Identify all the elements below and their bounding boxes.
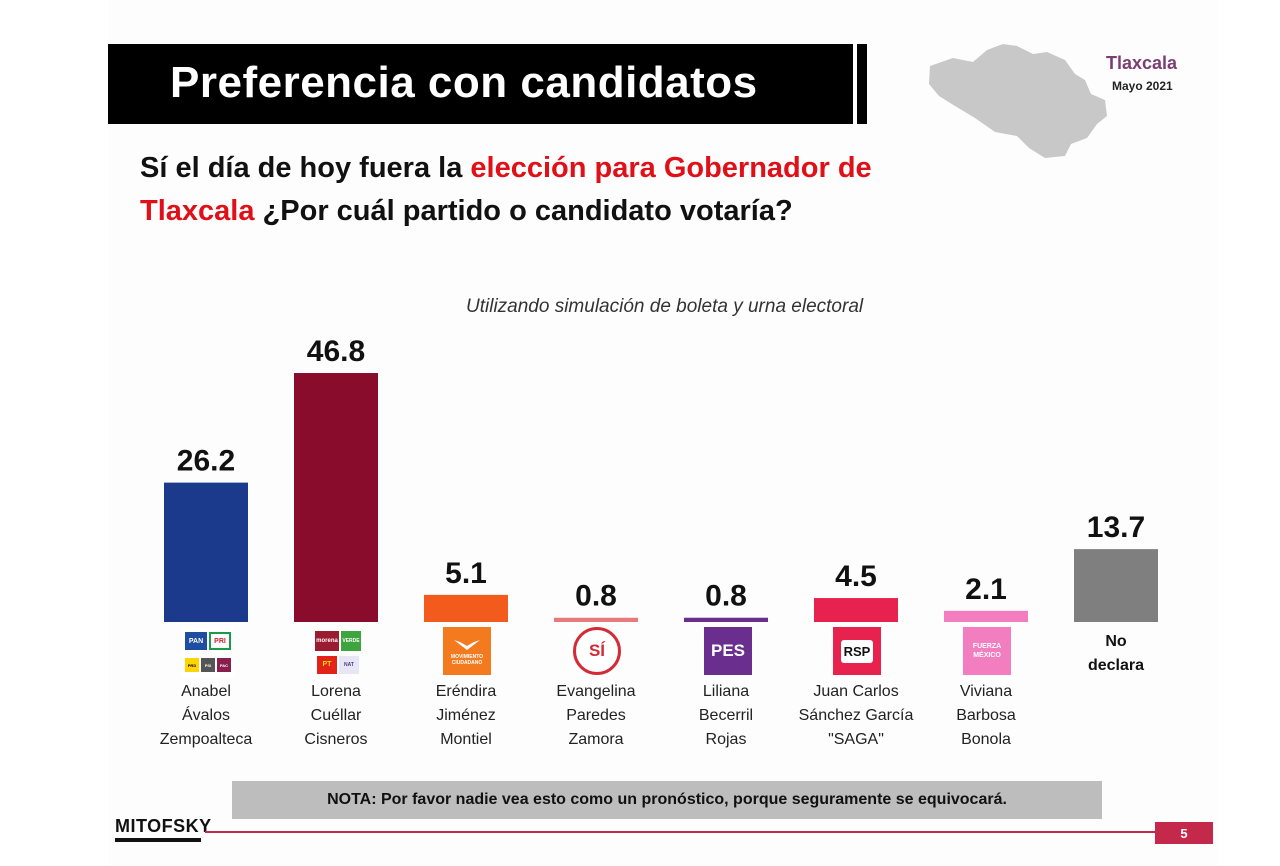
candidate-name-line: Jiménez [436, 707, 496, 724]
candidate-name-line: Cuéllar [310, 707, 362, 724]
eagle-icon [454, 640, 480, 650]
candidate-name-line: Eréndira [435, 683, 497, 700]
date-label: Mayo 2021 [1112, 79, 1173, 93]
candidate-name-7: Viviana Barbosa Bonola [911, 680, 1061, 752]
page-number: 5 [1155, 822, 1213, 844]
title-bar [108, 44, 853, 124]
psi-label: SÍ [588, 641, 606, 660]
pan-icon: PAN [185, 632, 207, 650]
mitofsky-logo-underline [115, 838, 201, 842]
pes-label: PES [710, 641, 746, 660]
bar-2 [294, 373, 378, 622]
candidate-name-line: Ávalos [181, 707, 231, 724]
fxm-label-1: FUERZA [972, 643, 1002, 650]
candidate-name-3: Eréndira Jiménez Montiel [391, 680, 541, 752]
bar-8 [1074, 549, 1158, 622]
candidate-name-line: Evangelina [556, 683, 636, 700]
page-title: Preferencia con candidatos [170, 58, 758, 107]
psi-icon: PSI [201, 658, 215, 672]
state-label: Tlaxcala [1106, 53, 1178, 73]
no-declara-label: No declara [1056, 630, 1176, 678]
psi-logo: SÍ [573, 627, 621, 675]
candidate-name-line: Bonola [961, 731, 1011, 748]
candidate-name-line: Anabel [181, 683, 231, 700]
bar-5 [684, 617, 768, 622]
rsp-logo: RSP [833, 627, 881, 675]
question-part-2: ¿Por cuál partido o candidato votaría? [254, 195, 793, 227]
rsp-label: RSP [840, 639, 874, 663]
bar-1 [164, 482, 248, 622]
candidate-name-line: Becerril [698, 707, 754, 724]
candidate-name-line: Juan Carlos [813, 683, 899, 700]
bar-3 [424, 594, 508, 622]
mc-label: MOVIMIENTO CIUDADANO [450, 654, 484, 666]
title-bar-edge [857, 44, 867, 124]
value-label-1: 26.2 [177, 445, 235, 478]
candidate-name-line: "SAGA" [828, 731, 884, 748]
value-label-5: 0.8 [705, 580, 747, 613]
value-label-6: 4.5 [835, 560, 877, 593]
candidate-name-line: Sánchez García [798, 707, 914, 724]
candidate-name-4: Evangelina Paredes Zamora [521, 680, 671, 752]
candidate-name-line: Lorena [311, 683, 361, 700]
footer-line [205, 831, 1160, 833]
method-note: Utilizando simulación de boleta y urna e… [466, 296, 864, 317]
value-label-2: 46.8 [307, 335, 365, 368]
candidate-name-line: Barbosa [956, 707, 1016, 724]
candidate-name-line: Viviana [959, 683, 1013, 700]
nat-icon: NAT [339, 655, 359, 674]
survey-question: Sí el día de hoy fuera la elección para … [140, 147, 900, 233]
candidate-name-2: Lorena Cuéllar Cisneros [261, 680, 411, 752]
candidate-name-line: declara [1087, 657, 1145, 674]
candidate-name-line: Montiel [440, 731, 492, 748]
pri-icon: PRI [209, 632, 231, 650]
candidate-name-line: Liliana [702, 683, 750, 700]
pes-logo: PES [704, 627, 752, 675]
coalition-pan-pri-prd-logo: PAN PRI PRD PSI PAC [181, 627, 235, 677]
fuerza-mexico-logo: FUERZA MÉXICO [963, 627, 1011, 675]
value-label-4: 0.8 [575, 580, 617, 613]
tlaxcala-map-icon [929, 44, 1107, 158]
pac-icon: PAC [217, 658, 231, 672]
nota-text: NOTA: Por favor nadie vea esto como un p… [327, 791, 1007, 808]
candidate-name-line: Zamora [568, 731, 624, 748]
bar-6 [814, 598, 898, 622]
pt-icon: PT [317, 655, 337, 674]
bar-7 [944, 610, 1028, 622]
candidate-name-line: No [1105, 633, 1127, 650]
value-label-7: 2.1 [965, 573, 1007, 606]
candidate-name-line: Cisneros [304, 731, 368, 748]
candidate-name-line: Zempoalteca [159, 731, 253, 748]
candidate-name-line: Paredes [566, 707, 626, 724]
question-part-1: Sí el día de hoy fuera la [140, 152, 471, 184]
candidate-name-6: Juan Carlos Sánchez García "SAGA" [781, 680, 931, 752]
candidate-name-line: Rojas [705, 731, 747, 748]
coalition-morena-verde-pt-logo: morena VERDE PT NAT [311, 627, 365, 677]
mitofsky-logo: MITOFSKY [115, 816, 212, 836]
movimiento-ciudadano-logo: MOVIMIENTO CIUDADANO [443, 627, 491, 675]
bar-4 [554, 617, 638, 622]
fxm-label-2: MÉXICO [973, 652, 1001, 659]
verde-icon: VERDE [341, 630, 361, 651]
value-label-8: 13.7 [1087, 511, 1145, 544]
prd-icon: PRD [185, 658, 199, 672]
morena-icon: morena [315, 630, 339, 651]
nota-box: NOTA: Por favor nadie vea esto como un p… [232, 781, 1102, 819]
candidate-name-5: Liliana Becerril Rojas [651, 680, 801, 752]
question-highlight: elección para Gobernador de Tlaxcala [140, 152, 872, 227]
value-label-3: 5.1 [445, 557, 487, 590]
candidate-name-1: Anabel Ávalos Zempoalteca [131, 680, 281, 752]
